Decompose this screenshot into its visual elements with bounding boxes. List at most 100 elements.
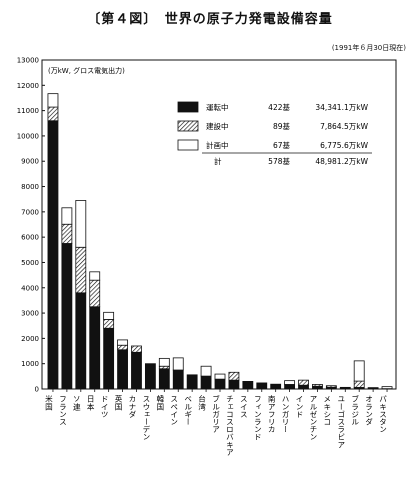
bar-segment <box>353 380 365 388</box>
y-tick-label: 13000 <box>17 57 39 65</box>
bar-segment <box>172 357 184 371</box>
y-tick-label: 10000 <box>17 132 39 140</box>
bar-segment <box>103 319 115 329</box>
bar-segment <box>47 120 59 390</box>
bar-segment <box>144 363 156 390</box>
bar-segment <box>61 243 73 390</box>
legend-count: 89基 <box>273 121 291 131</box>
x-category-label: ソ連 <box>72 395 81 411</box>
bar-segment <box>270 383 282 390</box>
x-category-label: スペイン <box>170 395 179 425</box>
bar-segment <box>89 306 101 390</box>
y-tick-label: 12000 <box>17 82 39 90</box>
plot-layer: 0 1000 2000 3000 4000 5000 6000 7000 8000 9000 100… <box>17 57 397 456</box>
y-tick-label: 5000 <box>21 259 39 267</box>
legend-capacity: 34,341.1万kW <box>315 103 368 112</box>
bar-segment <box>339 386 351 390</box>
bar-segment <box>75 292 87 390</box>
legend-label: 計画中 <box>206 140 229 150</box>
bar-segment <box>89 279 101 308</box>
y-tick-label: 9000 <box>21 158 39 166</box>
bar-segment <box>117 339 128 346</box>
x-category-label: 英国 <box>114 394 123 412</box>
legend-swatch <box>177 120 199 132</box>
chart-title: 〔第４図〕 世界の原子力発電設備容量 <box>87 12 333 27</box>
bar-segment <box>256 382 268 390</box>
bar-segment <box>186 374 198 390</box>
x-category-label: 米国 <box>44 394 53 412</box>
x-category-label: フランス <box>58 395 67 425</box>
x-category-label: アルゼンチン <box>309 395 318 441</box>
bar-segment <box>158 368 170 390</box>
bar-segment <box>312 384 323 387</box>
x-category-label: インド <box>295 395 304 418</box>
bar-segment <box>214 378 226 390</box>
y-tick-label: 1000 <box>21 360 39 368</box>
y-tick-label: 2000 <box>21 335 39 343</box>
bar-segment <box>47 93 59 108</box>
legend-capacity: 7,864.5万kW <box>320 122 368 131</box>
x-category-label: ベルギー <box>183 395 192 425</box>
x-category-label: オランダ <box>364 395 373 426</box>
bar-segment <box>158 357 170 367</box>
y-axis-label: (万kW, グロス電気出力) <box>48 66 125 75</box>
x-category-label: 南アフリカ <box>267 394 276 433</box>
x-category-label: スイス <box>239 395 248 418</box>
x-category-label: ユーゴスラビア <box>337 395 346 448</box>
legend-swatch <box>177 101 199 113</box>
legend-label: 運転中 <box>206 102 229 112</box>
bar-segment <box>214 373 226 380</box>
bar-segment <box>381 386 393 390</box>
legend-swatch <box>177 139 199 151</box>
bar-segment <box>61 207 73 225</box>
bar-segment <box>117 344 128 351</box>
bar-segment <box>103 327 115 390</box>
bar-segment <box>325 385 337 388</box>
chart-date-note: (1991年６月30日現在) <box>331 44 406 52</box>
bar-segment <box>75 246 87 294</box>
x-category-label: ブルガリア <box>211 394 220 433</box>
bar-segment <box>298 384 309 390</box>
x-category-label: 韓国 <box>156 394 165 412</box>
bar-segment <box>242 381 254 390</box>
x-category-label: パキスタン <box>378 395 387 433</box>
bar-segment <box>47 106 59 122</box>
legend-total-capacity: 48,981.2万kW <box>315 157 368 166</box>
bar-segment <box>312 385 323 390</box>
x-category-label: 日本 <box>86 395 95 412</box>
y-tick-label: 4000 <box>21 284 39 292</box>
x-category-label: メキシコ <box>323 395 332 425</box>
bar-segment <box>61 223 73 244</box>
x-category-label: スウェーデン <box>142 395 151 441</box>
bar-segment <box>200 375 212 390</box>
y-tick-label: 11000 <box>17 107 39 115</box>
bar-segment <box>284 384 296 390</box>
x-category-label: ハンガリー <box>281 395 290 433</box>
bar-segment <box>228 371 240 381</box>
bar-segment <box>117 349 128 390</box>
bar-segment <box>228 379 240 390</box>
legend-label: 建設中 <box>206 121 229 131</box>
x-category-label: チェコスロバキア <box>225 395 234 456</box>
bar-segment <box>103 311 115 320</box>
bar-segment <box>131 345 142 353</box>
x-category-label: カナダ <box>128 395 137 418</box>
legend-count: 422基 <box>268 102 290 112</box>
legend-count: 67基 <box>273 140 291 150</box>
legend-capacity: 6,775.6万kW <box>320 141 368 150</box>
x-category-label: ブラジル <box>351 394 360 426</box>
y-tick-label: 6000 <box>21 234 39 242</box>
bar-segment <box>172 369 184 390</box>
x-category-label: フィンランド <box>253 395 262 441</box>
bar-segment <box>200 365 212 377</box>
bar-segment <box>353 360 365 382</box>
legend-total-count: 578基 <box>268 156 290 166</box>
y-tick-label: 8000 <box>21 183 39 191</box>
bar-segment <box>284 380 296 385</box>
y-tick-label: 3000 <box>21 310 39 318</box>
x-category-label: 台湾 <box>197 394 206 412</box>
legend-total-label: 計 <box>214 156 222 166</box>
x-category-label: ドイツ <box>100 395 109 418</box>
bar-segment <box>75 200 87 248</box>
